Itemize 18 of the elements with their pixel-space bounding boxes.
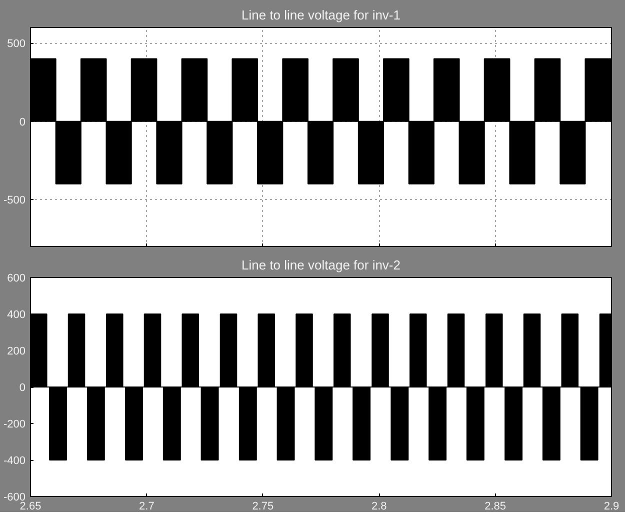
x-tick-label: 2.7 xyxy=(139,500,154,512)
y-tick-label: 200 xyxy=(7,346,26,358)
y-tick-label: 500 xyxy=(7,38,26,50)
y-tick-label: 0 xyxy=(19,116,26,128)
x-tick-label: 2.9 xyxy=(604,500,620,512)
x-tick-label: 2.65 xyxy=(20,500,42,512)
y-tick-label: -400 xyxy=(3,455,26,467)
x-tick-label: 2.75 xyxy=(252,500,274,512)
y-tick-label: -600 xyxy=(3,492,26,504)
y-tick-label: -500 xyxy=(3,194,26,207)
y-tick-label: 0 xyxy=(19,382,26,394)
x-tick-label: 2.85 xyxy=(484,500,506,512)
chart-title: Line to line voltage for inv-2 xyxy=(242,258,400,272)
y-tick-label: 600 xyxy=(7,272,26,284)
y-tick-label: -200 xyxy=(3,418,26,430)
x-tick-label: 2.8 xyxy=(371,500,387,512)
y-tick-label: 400 xyxy=(7,309,26,321)
chart-title: Line to line voltage for inv-1 xyxy=(242,8,400,22)
